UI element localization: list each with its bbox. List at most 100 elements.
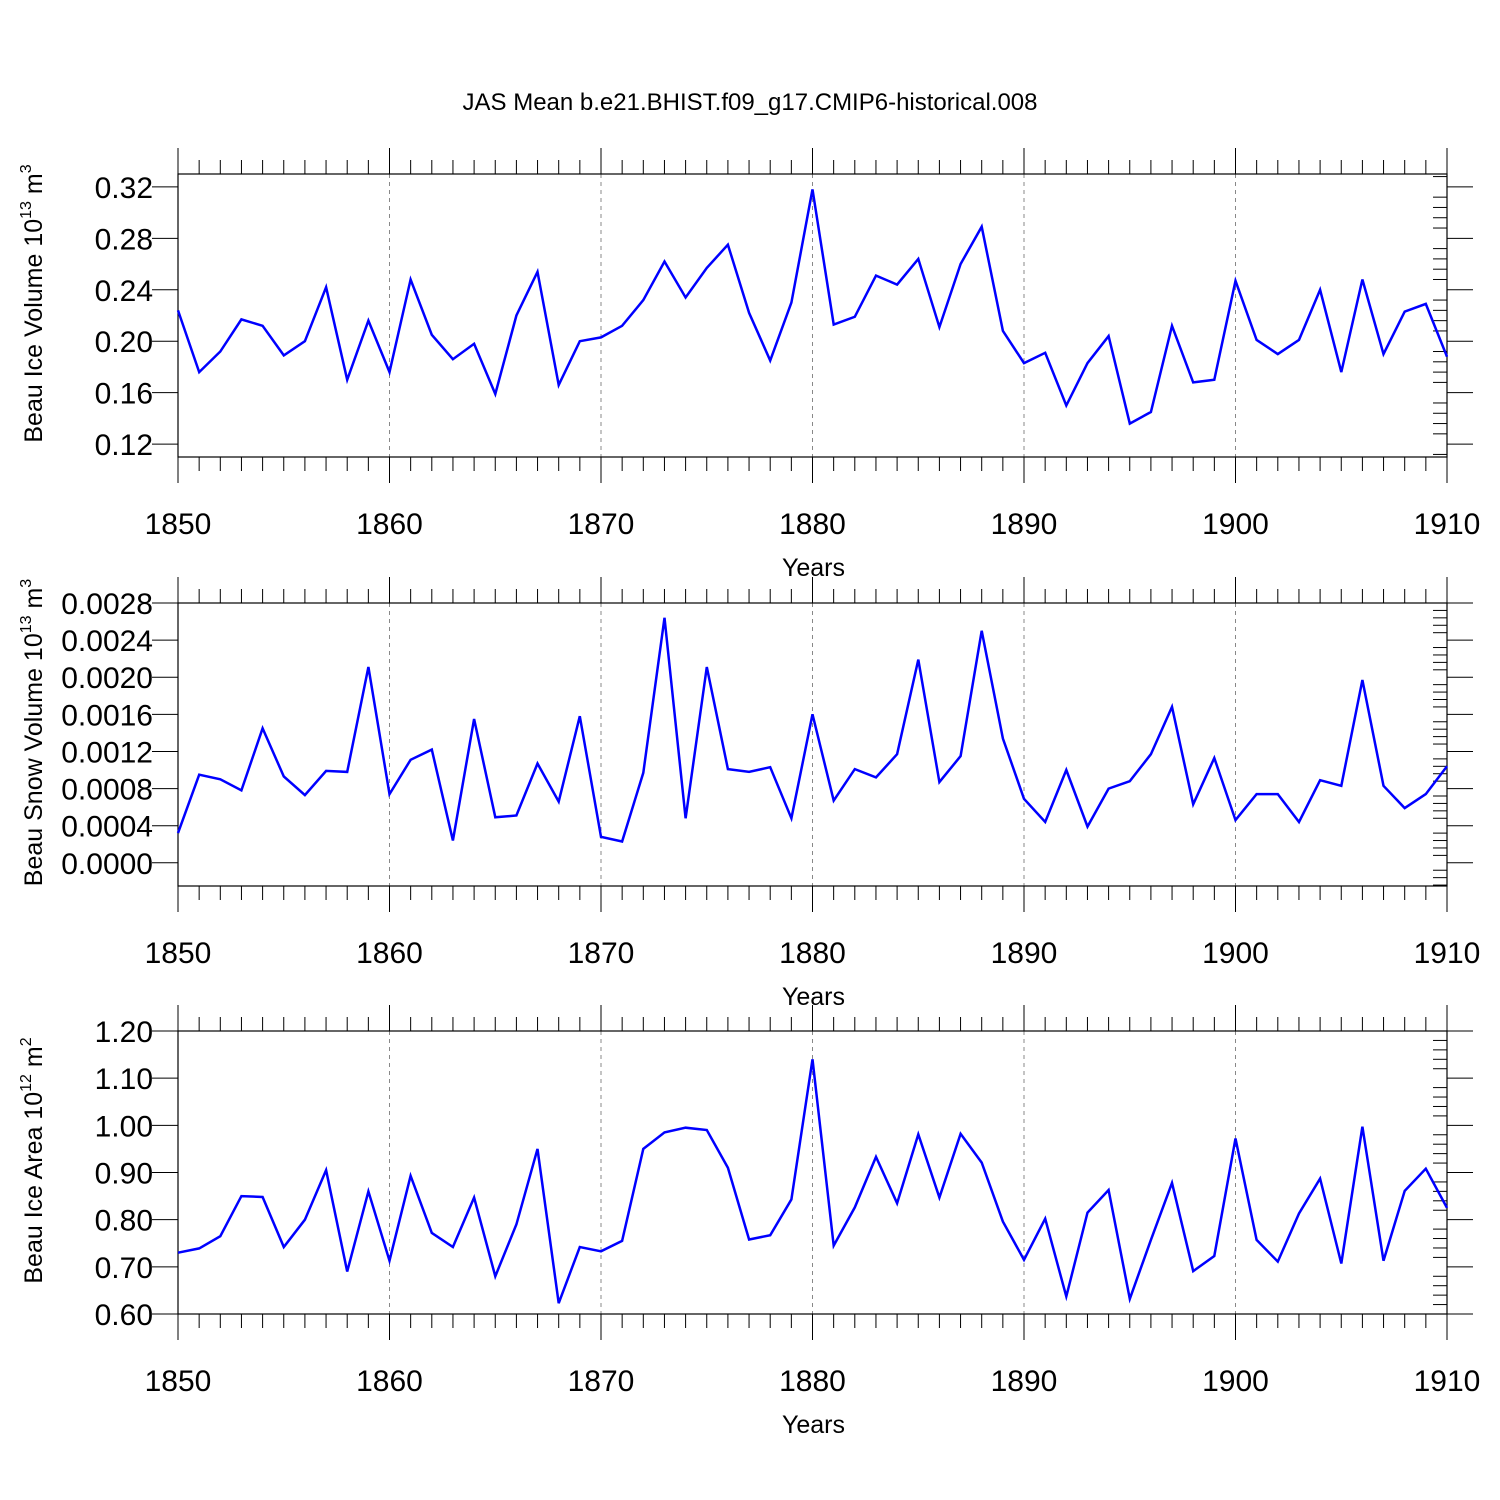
data-point	[451, 839, 455, 843]
x-tick-label: 1910	[1414, 508, 1481, 541]
data-point	[1424, 1167, 1428, 1171]
data-point	[303, 793, 307, 797]
data-point	[1318, 288, 1322, 292]
data-point	[1170, 705, 1174, 709]
data-point	[980, 225, 984, 229]
data-point	[684, 295, 688, 299]
data-point	[366, 665, 370, 669]
x-tick-label: 1870	[568, 1365, 635, 1398]
data-point	[980, 629, 984, 633]
data-point	[1149, 752, 1153, 756]
data-point	[1339, 1262, 1343, 1266]
x-axis-label: Years	[782, 554, 845, 582]
data-point	[747, 311, 751, 315]
data-point	[874, 775, 878, 779]
x-tick-label: 1900	[1202, 937, 1269, 970]
data-point	[1234, 279, 1238, 283]
data-point	[726, 1166, 730, 1170]
data-point	[1107, 1188, 1111, 1192]
data-point	[388, 792, 392, 796]
data-point	[1191, 380, 1195, 384]
data-point	[832, 1244, 836, 1248]
data-point	[684, 816, 688, 820]
y-tick-label: 0.24	[95, 275, 153, 308]
data-point	[1170, 324, 1174, 328]
data-point	[324, 769, 328, 773]
data-point	[1276, 352, 1280, 356]
data-point	[366, 319, 370, 323]
data-point	[409, 1174, 413, 1178]
data-point	[811, 712, 815, 716]
data-point	[768, 359, 772, 363]
data-point	[853, 315, 857, 319]
data-point	[916, 257, 920, 261]
y-tick-label: 0.32	[95, 172, 153, 205]
data-point	[1445, 764, 1449, 768]
data-point	[747, 770, 751, 774]
data-point	[514, 813, 518, 817]
x-tick-label: 1870	[568, 508, 635, 541]
y-tick-label: 0.0004	[61, 811, 153, 844]
data-point	[239, 1194, 243, 1198]
data-point	[409, 758, 413, 762]
data-point	[1318, 1177, 1322, 1181]
data-point	[895, 1201, 899, 1205]
data-point	[1297, 820, 1301, 824]
x-tick-label: 1860	[356, 937, 423, 970]
data-point	[641, 1147, 645, 1151]
data-point	[1170, 1181, 1174, 1185]
data-point	[916, 1132, 920, 1136]
data-point	[599, 1249, 603, 1253]
data-point	[874, 274, 878, 278]
y-axis-label-unit: m	[20, 1046, 48, 1074]
data-point	[493, 815, 497, 819]
data-point	[218, 777, 222, 781]
x-axis-label: Years	[782, 983, 845, 1011]
y-axis-label-text: Beau Snow Volume 10	[20, 633, 48, 886]
x-tick-label: 1890	[991, 508, 1058, 541]
data-point	[1297, 338, 1301, 342]
data-point	[1001, 736, 1005, 740]
data-point	[1212, 756, 1216, 760]
y-tick-label: 0.0020	[61, 662, 153, 695]
y-tick-label: 0.0028	[61, 588, 153, 621]
data-point	[1128, 1297, 1132, 1301]
data-point	[705, 266, 709, 270]
x-tick-label: 1910	[1414, 937, 1481, 970]
data-point	[747, 1237, 751, 1241]
data-point	[557, 383, 561, 387]
data-point	[1064, 404, 1068, 408]
x-tick-label: 1890	[991, 937, 1058, 970]
data-point	[282, 353, 286, 357]
data-point	[1318, 778, 1322, 782]
series-line	[177, 1059, 1449, 1304]
data-point	[578, 1245, 582, 1249]
x-tick-label: 1860	[356, 1365, 423, 1398]
series-line	[176, 617, 1448, 843]
data-point	[1043, 1217, 1047, 1221]
data-point	[324, 1168, 328, 1172]
x-tick-label: 1880	[779, 937, 846, 970]
data-point	[218, 350, 222, 354]
data-point	[366, 1189, 370, 1193]
data-point	[916, 658, 920, 662]
y-tick-label: 0.0008	[61, 774, 153, 807]
data-point	[1085, 1211, 1089, 1215]
y-tick-label: 0.16	[95, 378, 153, 411]
series-line	[176, 189, 1449, 426]
data-point	[1212, 378, 1216, 382]
data-point	[1001, 329, 1005, 333]
data-point	[472, 717, 476, 721]
data-point	[1191, 1269, 1195, 1273]
data-point	[1064, 768, 1068, 772]
data-point	[853, 1205, 857, 1209]
y-tick-label: 0.0024	[61, 625, 153, 658]
y-axis-label-unit-exponent: 3	[18, 579, 35, 588]
data-point	[1445, 1206, 1449, 1210]
data-point	[1149, 410, 1153, 414]
data-point	[959, 1132, 963, 1136]
x-tick-label: 1900	[1202, 1365, 1269, 1398]
data-point	[1403, 806, 1407, 810]
y-tick-label: 1.00	[95, 1110, 153, 1143]
panels: 1850 1860 1870 1880 1890 1900 1910 0.12 0.16 0.20…	[18, 148, 1480, 1439]
